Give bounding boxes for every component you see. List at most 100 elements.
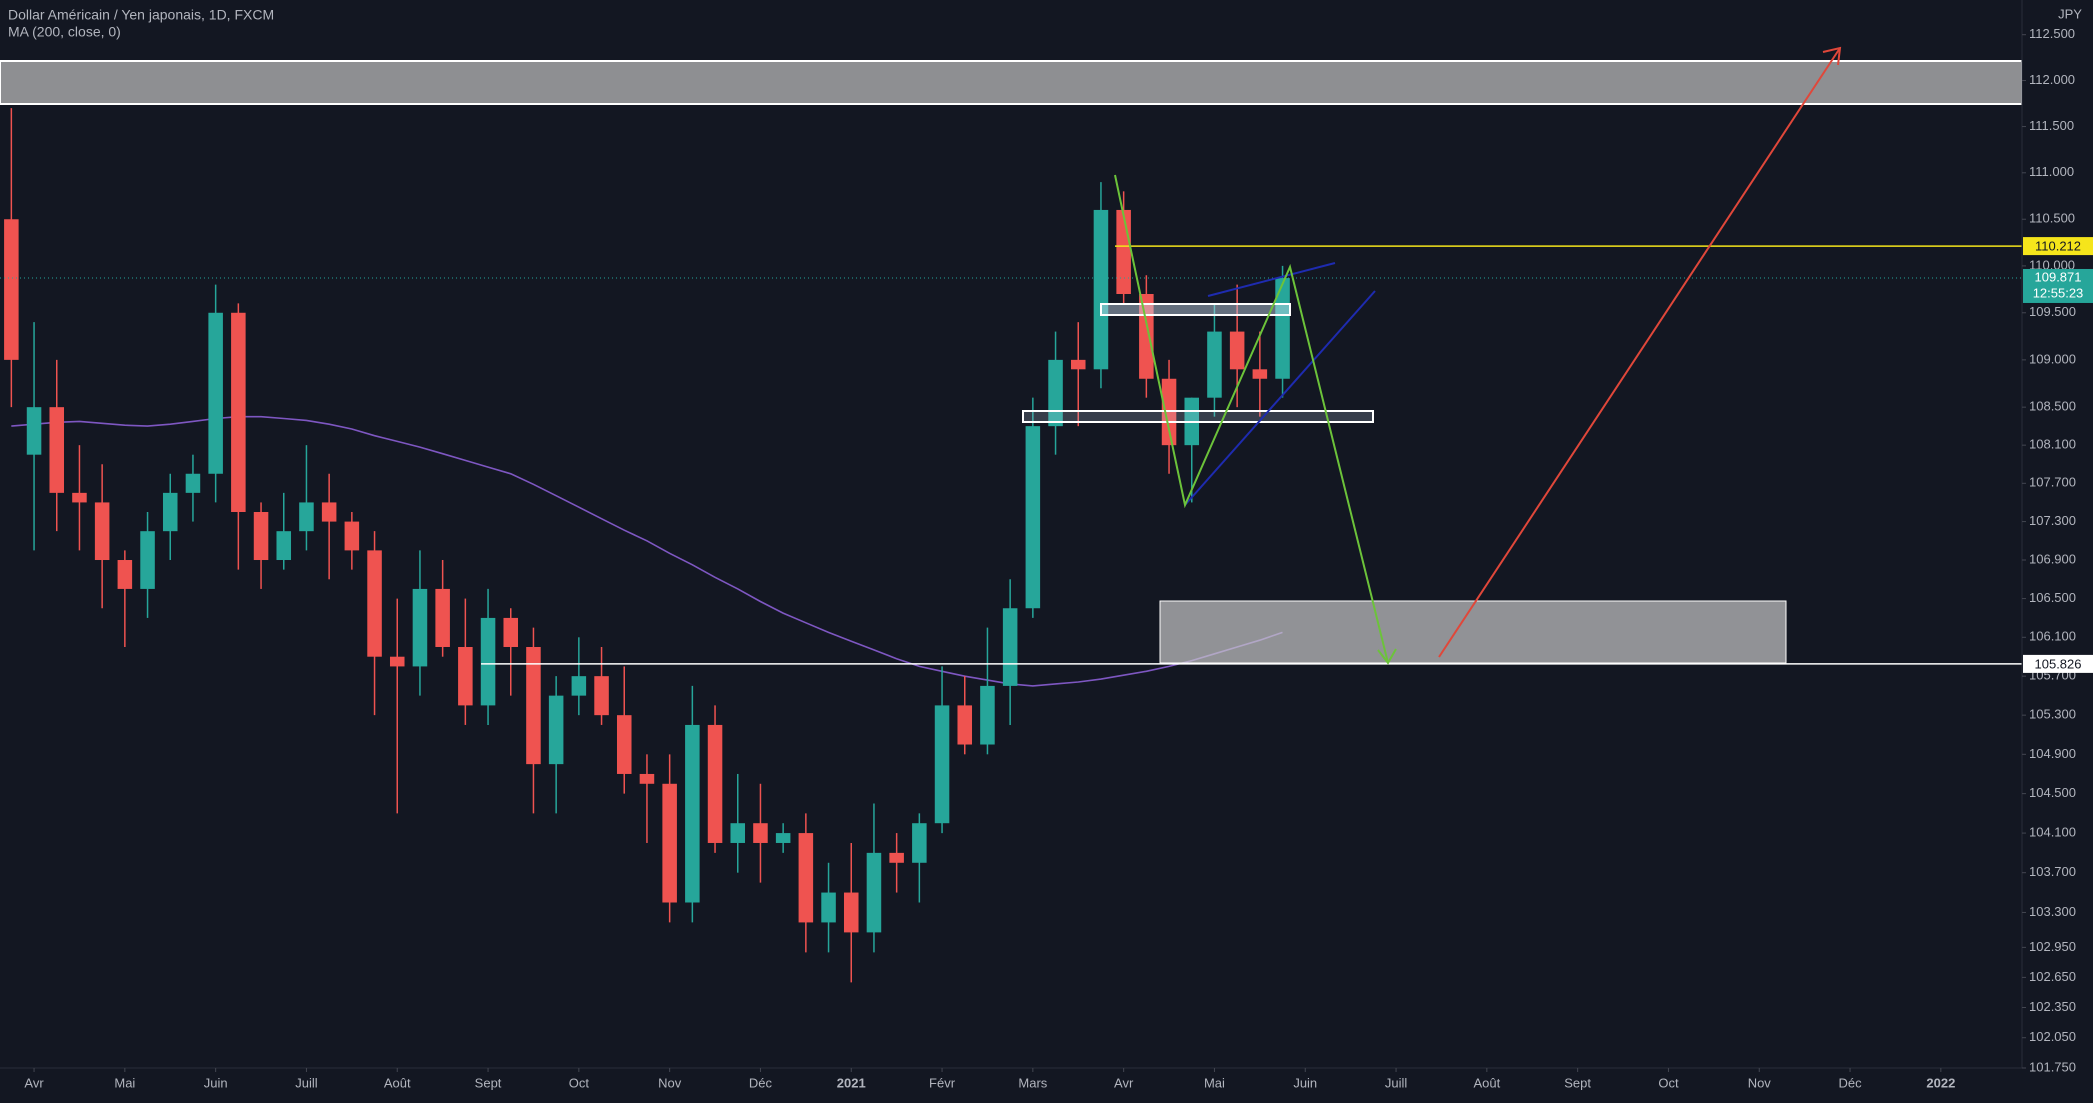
y-tick-label: 111.500 bbox=[2029, 118, 2074, 133]
resistance-zone bbox=[0, 60, 2023, 105]
y-tick-label: 111.000 bbox=[2029, 164, 2074, 179]
candle-body bbox=[1207, 331, 1222, 398]
candle-body bbox=[753, 823, 768, 843]
candle-body bbox=[49, 407, 65, 493]
candle-body bbox=[208, 312, 223, 474]
y-tick-label: 109.500 bbox=[2029, 304, 2076, 319]
y-tick-label: 106.500 bbox=[2029, 590, 2076, 605]
y-tick-label: 108.500 bbox=[2029, 399, 2076, 414]
candle-body bbox=[571, 676, 587, 696]
x-tick-label: Déc bbox=[1838, 1075, 1862, 1090]
chart-title: Dollar Américain / Yen japonais, 1D, FXC… bbox=[8, 7, 274, 23]
y-tick-label: 106.100 bbox=[2029, 629, 2076, 644]
y-tick-label: 103.300 bbox=[2029, 904, 2076, 919]
arrow-head bbox=[1377, 648, 1397, 665]
currency: JPY bbox=[2058, 6, 2082, 21]
price-label: 110.212 bbox=[2035, 239, 2081, 254]
y-tick-label: 112.000 bbox=[2029, 72, 2075, 87]
y-tick-label: 108.100 bbox=[2029, 437, 2076, 452]
candle-body bbox=[412, 588, 428, 667]
last-price-box bbox=[2023, 268, 2093, 303]
y-tick-label: 104.900 bbox=[2029, 746, 2076, 761]
up-arrow bbox=[1438, 47, 1841, 658]
channel-line bbox=[1184, 290, 1376, 506]
y-tick-label: 102.050 bbox=[2029, 1029, 2076, 1044]
candle-body bbox=[321, 502, 337, 522]
x-tick-label: Déc bbox=[749, 1075, 773, 1090]
y-tick-label: 102.350 bbox=[2029, 999, 2076, 1014]
price-label-box bbox=[2023, 237, 2093, 256]
candle-body bbox=[685, 724, 700, 903]
candle-body bbox=[1116, 209, 1131, 294]
candle-body bbox=[548, 695, 564, 765]
candle-body bbox=[957, 705, 973, 745]
price-label-box bbox=[2023, 654, 2093, 673]
y-tick-label: 102.950 bbox=[2029, 939, 2076, 954]
candle-body bbox=[662, 783, 677, 903]
candle-body bbox=[344, 521, 360, 551]
y-tick-label: 107.700 bbox=[2029, 475, 2076, 490]
x-tick-label: Août bbox=[1473, 1075, 1500, 1090]
candle-body bbox=[162, 492, 178, 532]
candle-body bbox=[616, 715, 632, 774]
candle-body bbox=[1252, 369, 1268, 379]
countdown: 12:55:23 bbox=[2033, 285, 2084, 300]
y-tick-label: 106.900 bbox=[2029, 551, 2076, 566]
box-lower bbox=[1022, 410, 1374, 423]
candle-body bbox=[299, 502, 314, 532]
candle-body bbox=[934, 705, 950, 824]
y-tick-label: 109.000 bbox=[2029, 351, 2076, 366]
y-tick-label: 104.500 bbox=[2029, 785, 2076, 800]
x-tick-label: 2021 bbox=[837, 1075, 866, 1090]
candle-body bbox=[1002, 608, 1018, 686]
candle-body bbox=[480, 617, 496, 706]
candle-body bbox=[594, 676, 609, 716]
indicator-legend: MA (200, close, 0) bbox=[8, 24, 121, 40]
x-tick-label: Sept bbox=[475, 1075, 502, 1090]
x-tick-label: Mars bbox=[1018, 1075, 1047, 1090]
y-tick-label: 107.300 bbox=[2029, 513, 2076, 528]
x-tick-label: Juin bbox=[1293, 1075, 1317, 1090]
candle-body bbox=[458, 646, 473, 706]
x-tick-label: Avr bbox=[24, 1075, 44, 1090]
last-price-label: 109.871 bbox=[2035, 269, 2082, 284]
candle-body bbox=[26, 407, 42, 455]
y-tick-label: 110.500 bbox=[2029, 211, 2075, 226]
candle-body bbox=[1070, 359, 1086, 370]
y-tick-label: 102.650 bbox=[2029, 969, 2076, 984]
x-tick-label: Juill bbox=[1385, 1075, 1408, 1090]
candle-body bbox=[389, 656, 405, 667]
candle-body bbox=[117, 560, 133, 589]
x-tick-label: Nov bbox=[1748, 1075, 1772, 1090]
candle-body bbox=[1025, 426, 1041, 609]
x-tick-label: Mai bbox=[1204, 1075, 1225, 1090]
candle-body bbox=[730, 823, 746, 843]
price-label: 105.826 bbox=[2035, 656, 2082, 671]
x-tick-label: Févr bbox=[929, 1075, 956, 1090]
candle-body bbox=[1048, 359, 1063, 427]
x-tick-label: Oct bbox=[1658, 1075, 1679, 1090]
candle-body bbox=[185, 473, 201, 493]
candle-body bbox=[94, 502, 110, 561]
candle-body bbox=[140, 531, 155, 589]
x-tick-label: Avr bbox=[1114, 1075, 1134, 1090]
x-tick-label: Mai bbox=[114, 1075, 135, 1090]
candle-body bbox=[367, 550, 382, 657]
target-zone bbox=[1159, 600, 1787, 664]
candle-body bbox=[980, 685, 995, 745]
candle-body bbox=[1093, 209, 1109, 370]
x-tick-label: Oct bbox=[569, 1075, 590, 1090]
x-tick-label: Juill bbox=[295, 1075, 318, 1090]
x-tick-label: Sept bbox=[1564, 1075, 1591, 1090]
candle-body bbox=[231, 312, 246, 513]
candle-body bbox=[843, 892, 859, 933]
candle-body bbox=[912, 823, 927, 863]
candle-body bbox=[435, 588, 450, 647]
y-tick-label: 110.000 bbox=[2029, 257, 2075, 272]
candle-body bbox=[866, 852, 882, 933]
candle-body bbox=[775, 833, 791, 843]
